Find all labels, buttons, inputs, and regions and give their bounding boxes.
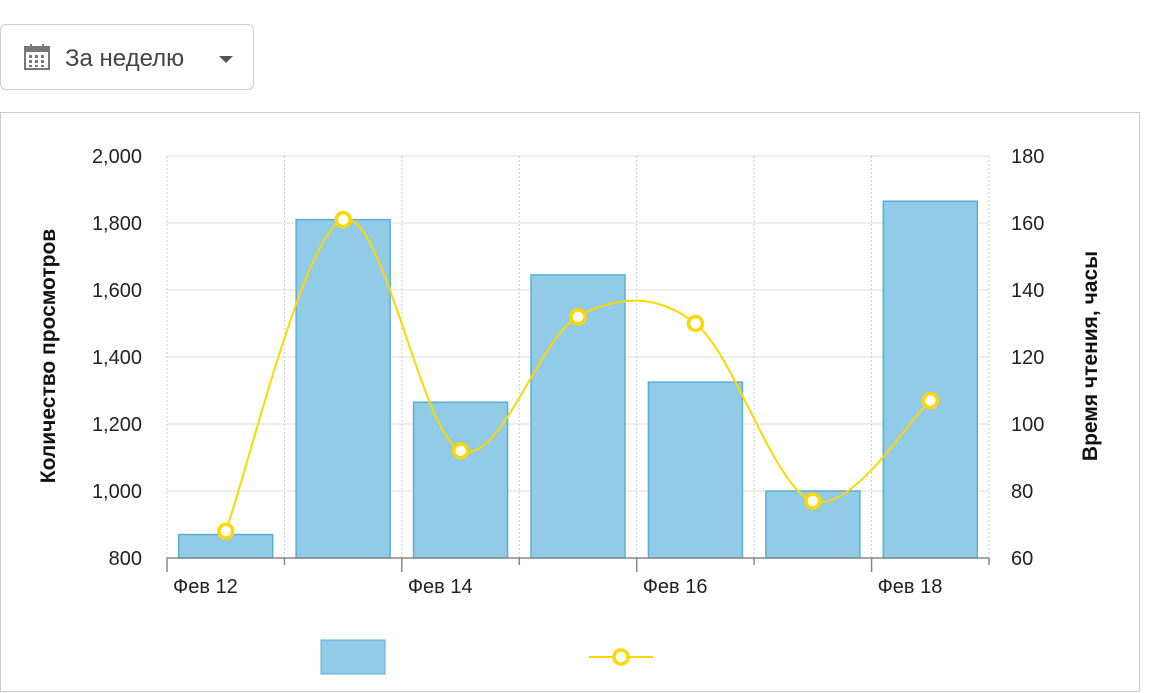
line-point (921, 391, 940, 410)
line-point (451, 442, 470, 460)
x-tick-label: Фев 14 (408, 576, 473, 598)
y-left-tick-label: 1,000 (92, 481, 142, 503)
y-right-tick-label: 100 (1011, 414, 1044, 436)
y-left-tick-label: 1,600 (92, 280, 142, 302)
y-right-axis-title: Время чтения, часы (1079, 251, 1102, 461)
legend-bar-swatch (320, 639, 386, 675)
bar (647, 381, 744, 559)
y-left-axis-title: Количество просмотров (37, 229, 60, 483)
bar (882, 200, 979, 559)
y-right-tick-label: 140 (1011, 280, 1044, 302)
y-left-tick-label: 1,200 (92, 414, 142, 436)
line-point (216, 522, 235, 540)
x-tick-label: Фев 12 (173, 576, 238, 598)
legend (320, 639, 653, 675)
bar (412, 401, 509, 559)
y-right-tick-label: 60 (1011, 548, 1033, 570)
period-label: За неделю (65, 45, 185, 72)
x-tick-label: Фев 18 (878, 576, 943, 598)
y-right-tick-label: 120 (1011, 347, 1044, 369)
y-right-tick-label: 160 (1011, 213, 1044, 235)
period-dropdown-button[interactable]: За неделю (0, 24, 254, 90)
y-left-tick-label: 800 (109, 548, 142, 570)
chart-panel: 2,000 180 1,800 160 1,600 140 1,400 120 1,200 100… (0, 112, 1140, 692)
line-point (686, 314, 705, 333)
line-point (334, 210, 352, 229)
legend-line-marker (612, 648, 630, 666)
chart: 2,000 180 1,800 160 1,600 140 1,400 120 1,200 100… (37, 146, 1102, 675)
y-right-tick-label: 180 (1011, 146, 1044, 168)
bar (295, 218, 391, 559)
x-tick-label: Фев 16 (643, 576, 708, 598)
line-point (804, 492, 822, 510)
y-right-tick-label: 80 (1011, 481, 1033, 503)
line-series (216, 210, 940, 540)
line-point (569, 308, 587, 326)
bar-series (177, 200, 979, 559)
y-left-tick-label: 1,400 (92, 347, 142, 369)
axes: 2,000 180 1,800 160 1,600 140 1,400 120 1,200 100… (92, 146, 1044, 598)
calendar-icon (24, 44, 50, 70)
caret-down-icon (219, 56, 233, 63)
y-left-tick-label: 2,000 (92, 146, 142, 168)
y-left-tick-label: 1,800 (92, 213, 142, 235)
